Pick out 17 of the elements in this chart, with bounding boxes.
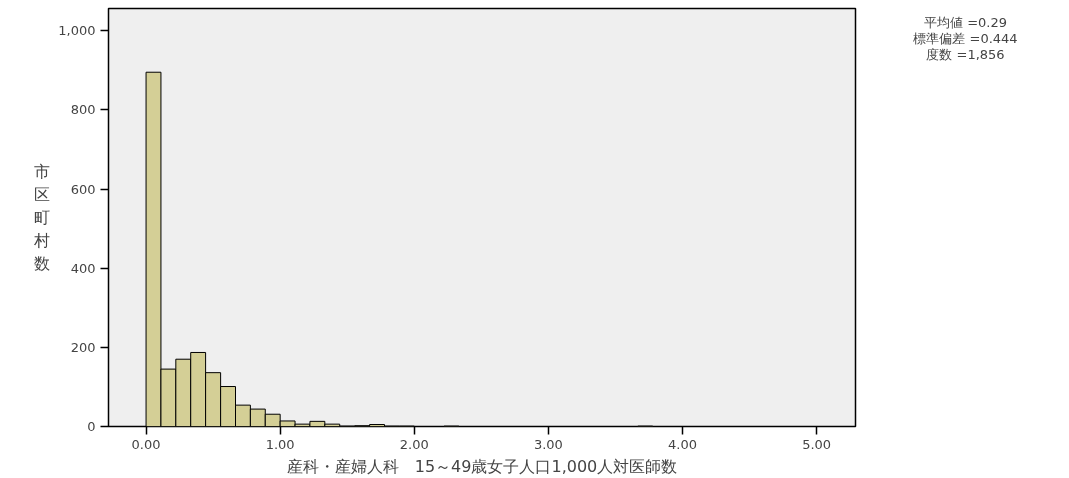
y-tick-label: 600 <box>70 181 96 197</box>
text: 標準偏差 =0.444 <box>913 30 1018 46</box>
y-tick-label: 400 <box>70 260 96 276</box>
y-axis-title: 市区町村数 <box>33 162 51 273</box>
y-tick-label: 800 <box>70 102 96 118</box>
text: 度数 =1,856 <box>926 46 1005 62</box>
x-tick-label: 3.00 <box>533 436 563 452</box>
y-tick-label: 1,000 <box>58 23 96 39</box>
x-tick-label: 0.00 <box>131 436 161 452</box>
x-tick-label: 1.00 <box>265 436 295 452</box>
y-tick-label: 200 <box>70 339 96 355</box>
x-tick-label: 5.00 <box>802 436 832 452</box>
x-axis-title: 産科・産婦人科 15～49歳女子人口1,000人対医師数 <box>286 456 678 476</box>
x-tick-label: 4.00 <box>668 436 697 452</box>
text: 平均値 =0.29 <box>924 14 1007 30</box>
x-tick-label: 2.00 <box>399 436 429 452</box>
y-tick-label: 0 <box>87 419 96 434</box>
